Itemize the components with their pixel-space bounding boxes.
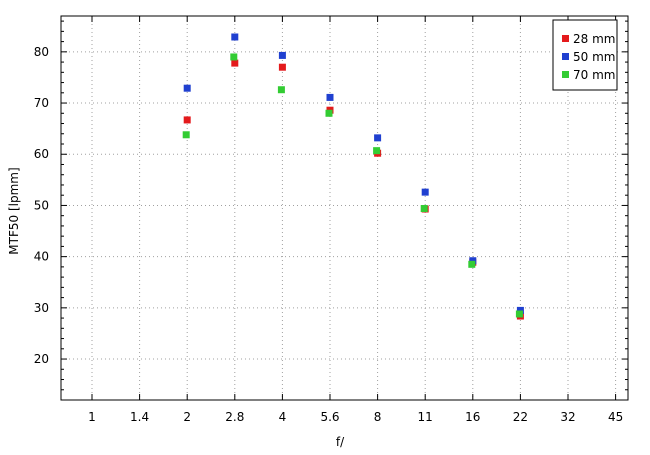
y-axis-label: MTF50 [lpmm] (7, 167, 21, 254)
data-points (182, 33, 524, 320)
point-28-mm-f2.8 (231, 59, 239, 67)
legend-entry: 70 mm (573, 68, 615, 82)
x-tick-label: 1 (88, 410, 96, 424)
x-axis-label: f/ (336, 435, 345, 449)
point-28-mm-f4 (278, 63, 286, 71)
x-tick-label: 1.4 (130, 410, 149, 424)
point-70-mm-f2 (182, 131, 190, 139)
point-50-mm-f22 (516, 306, 524, 314)
point-50-mm-f5.6 (326, 93, 334, 101)
plot-frame (60, 15, 629, 401)
x-tick-label: 16 (465, 410, 480, 424)
y-tick-label: 40 (34, 250, 49, 264)
x-tick-label: 22 (513, 410, 528, 424)
point-70-mm-f4 (277, 86, 285, 94)
legend-swatch (562, 35, 569, 42)
point-70-mm-f5.6 (325, 109, 333, 117)
grid-lines (61, 16, 628, 400)
y-tick-label: 80 (34, 45, 49, 59)
point-50-mm-f16 (469, 257, 477, 265)
legend-swatch (562, 53, 569, 60)
point-50-mm-f8 (374, 134, 382, 142)
point-28-mm-f2 (183, 116, 191, 124)
legend: 28 mm 50 mm 70 mm (552, 19, 618, 91)
point-70-mm-f11 (420, 205, 428, 213)
legend-entry: 50 mm (573, 50, 615, 64)
point-50-mm-f2 (183, 84, 191, 92)
legend-entry: 28 mm (573, 32, 615, 46)
x-tick-label: 2 (183, 410, 191, 424)
x-tick-label: 5.6 (320, 410, 339, 424)
x-tick-label: 45 (608, 410, 623, 424)
point-70-mm-f22 (515, 310, 523, 318)
y-tick-label: 20 (34, 352, 49, 366)
point-70-mm-f16 (468, 260, 476, 268)
axis-ticks: 1 1.4 2 2.8 4 5.6 8 11 16 22 32 45 20 30 40 50 60 70 80 (34, 16, 628, 424)
point-50-mm-f4 (278, 51, 286, 59)
point-70-mm-f2.8 (230, 53, 238, 61)
x-tick-label: 32 (560, 410, 575, 424)
y-tick-label: 70 (34, 96, 49, 110)
x-tick-label: 8 (374, 410, 382, 424)
point-70-mm-f8 (373, 147, 381, 155)
x-tick-label: 4 (279, 410, 287, 424)
y-tick-label: 30 (34, 301, 49, 315)
x-tick-label: 2.8 (225, 410, 244, 424)
y-tick-label: 60 (34, 147, 49, 161)
legend-swatch (562, 71, 569, 78)
y-tick-label: 50 (34, 198, 49, 212)
point-50-mm-f11 (421, 188, 429, 196)
x-tick-label: 11 (418, 410, 433, 424)
point-50-mm-f2.8 (231, 33, 239, 41)
